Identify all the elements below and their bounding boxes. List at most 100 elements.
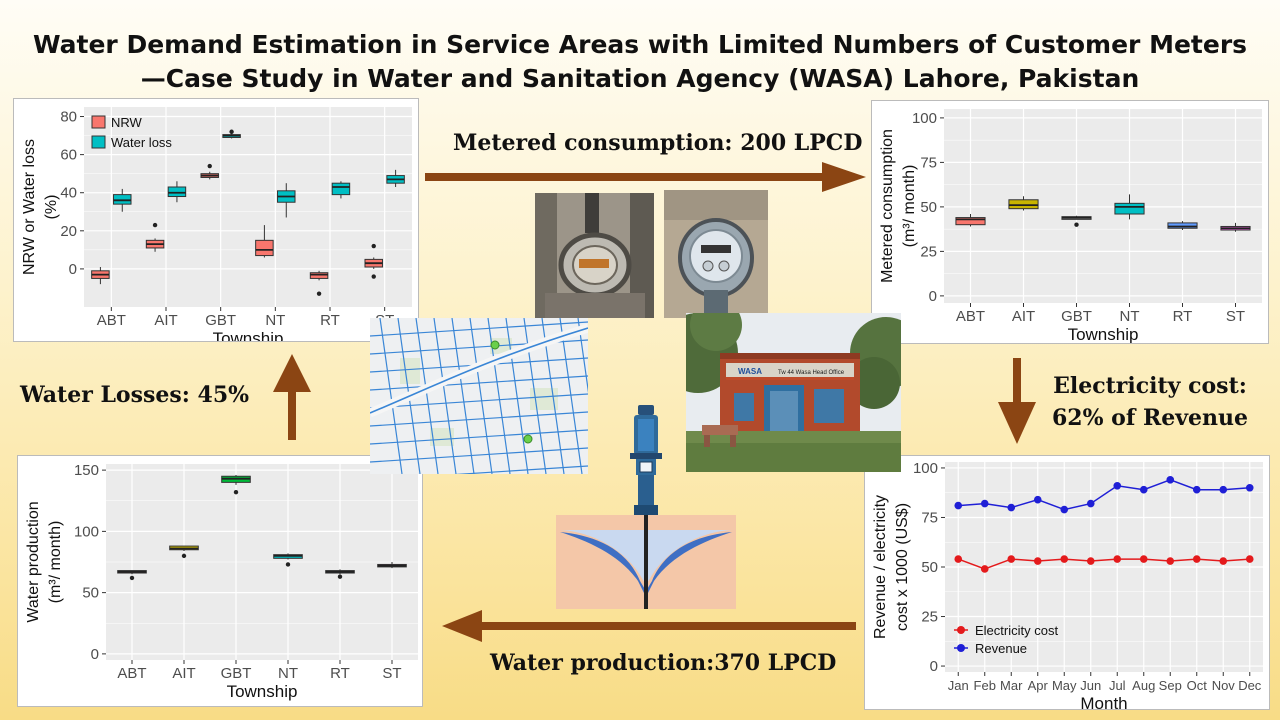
y-tick-label: 100: [74, 523, 99, 540]
wasa-brand-text: WASA: [738, 367, 762, 376]
map-pipe: [454, 465, 588, 474]
pump-icon: [630, 405, 662, 515]
x-tick-label: Aug: [1132, 678, 1155, 693]
x-tick-label: Sep: [1159, 678, 1182, 693]
legend-label: Revenue: [975, 641, 1027, 656]
office-sign-text: Tw 44 Wasa Head Office: [778, 370, 845, 376]
y-tick-label: 25: [921, 609, 938, 626]
y-tick-label: 50: [921, 559, 938, 576]
plot-area: [944, 109, 1262, 303]
metered-consumption-chart: 0 25 50 75 100 ABT AIT GBT NT RT ST Township Metered…: [871, 100, 1269, 344]
y-axis-title: Water production: [25, 501, 42, 622]
x-tick-label: Feb: [974, 678, 996, 693]
box: [331, 182, 351, 196]
map-pipe: [505, 318, 529, 474]
plot-area: [84, 107, 412, 307]
map-pipe: [370, 375, 588, 391]
metered-consumption-label: Metered consumption: 200 LPCD: [453, 130, 863, 156]
box-outlier: [285, 562, 291, 567]
series-point: [1139, 485, 1148, 494]
y-tick-label: 100: [913, 460, 938, 477]
map-park: [530, 388, 558, 410]
arrow-right: [425, 162, 866, 192]
x-tick-label: Dec: [1238, 678, 1262, 693]
box-outlier: [337, 574, 343, 579]
series-point: [1139, 555, 1148, 563]
y-axis-title: Revenue / electricity: [872, 495, 889, 639]
x-tick-label: AIT: [154, 312, 177, 329]
y-tick-label: 0: [91, 646, 99, 663]
series-point: [1033, 495, 1042, 504]
y-axis-title: cost x 1000 (US$): [894, 503, 911, 631]
y-axis-title: (%): [43, 195, 60, 220]
wasa-office-photo: WASA Tw 44 Wasa Head Office: [686, 313, 901, 472]
electricity-cost-label: Electricity cost: 62% of Revenue: [1040, 370, 1260, 434]
series-point: [954, 555, 963, 563]
y-axis-title: Metered consumption: [879, 129, 896, 283]
series-point: [1113, 481, 1122, 490]
electricity-cost-line-2: 62% of Revenue: [1051, 405, 1249, 431]
x-tick-label: RT: [1173, 308, 1193, 325]
x-tick-label: Jan: [948, 678, 969, 693]
series-point: [1245, 483, 1254, 492]
box: [255, 239, 274, 257]
map-pipe: [370, 447, 588, 463]
revenue-electricity-chart: 0 25 50 75 100 Jan Feb Mar Apr May Jun Jul Aug Sep Oct…: [864, 455, 1270, 710]
box-outlier: [207, 163, 212, 169]
y-tick-label: 0: [930, 658, 938, 675]
map-pipe: [379, 318, 403, 474]
map-marker: [523, 434, 533, 444]
map-pipe: [577, 318, 588, 394]
box-outlier: [181, 553, 187, 559]
series-point: [980, 565, 989, 573]
x-tick-label: ABT: [117, 665, 146, 682]
legend-label: Water loss: [111, 135, 172, 150]
water-meter-photo-1: [535, 193, 654, 318]
map-main-pipe: [370, 327, 588, 414]
well-pipe: [644, 513, 648, 609]
electricity-cost-line-1: Electricity cost:: [1053, 373, 1247, 399]
series-point: [1166, 476, 1175, 484]
series-point: [1007, 555, 1016, 563]
y-tick-label: 150: [74, 462, 99, 479]
box-outlier: [152, 222, 158, 228]
y-tick-label: 40: [60, 185, 77, 202]
series-point: [980, 499, 989, 508]
y-tick-label: 75: [920, 154, 937, 171]
box-outlier: [316, 291, 322, 296]
box: [309, 272, 329, 279]
arrow-up: [273, 354, 311, 440]
map-park: [400, 358, 420, 384]
box-outlier: [233, 489, 239, 495]
title-line-1: Water Demand Estimation in Service Areas…: [32, 30, 1248, 59]
series-point: [1086, 499, 1095, 508]
y-tick-label: 60: [60, 147, 77, 164]
y-tick-label: 0: [69, 261, 77, 278]
pipe-network-map: [370, 318, 588, 474]
map-pipe: [370, 411, 588, 427]
water-losses-label: Water Losses: 45%: [20, 382, 250, 408]
series-point: [1166, 557, 1175, 565]
pump-well-illustration: [556, 405, 736, 609]
x-axis-title: Township: [213, 329, 284, 342]
x-tick-label: ABT: [956, 308, 985, 325]
box: [167, 186, 187, 198]
x-tick-label: May: [1052, 678, 1077, 693]
x-tick-label: Jul: [1109, 678, 1126, 693]
x-tick-label: NT: [278, 665, 298, 682]
title-line-2: —Case Study in Water and Sanitation Agen…: [140, 64, 1140, 93]
series-point: [1007, 503, 1016, 512]
x-tick-label: GBT: [205, 312, 236, 329]
map-pipe: [559, 318, 583, 474]
series-line: [958, 479, 1250, 511]
x-tick-label: GBT: [221, 665, 252, 682]
series-line: [957, 558, 1250, 570]
series-point: [1192, 555, 1201, 563]
series-point: [1219, 557, 1228, 565]
map-pipe: [370, 393, 588, 409]
y-tick-label: 75: [921, 509, 938, 526]
arrow-down: [998, 358, 1036, 444]
legend-key: [91, 135, 106, 149]
